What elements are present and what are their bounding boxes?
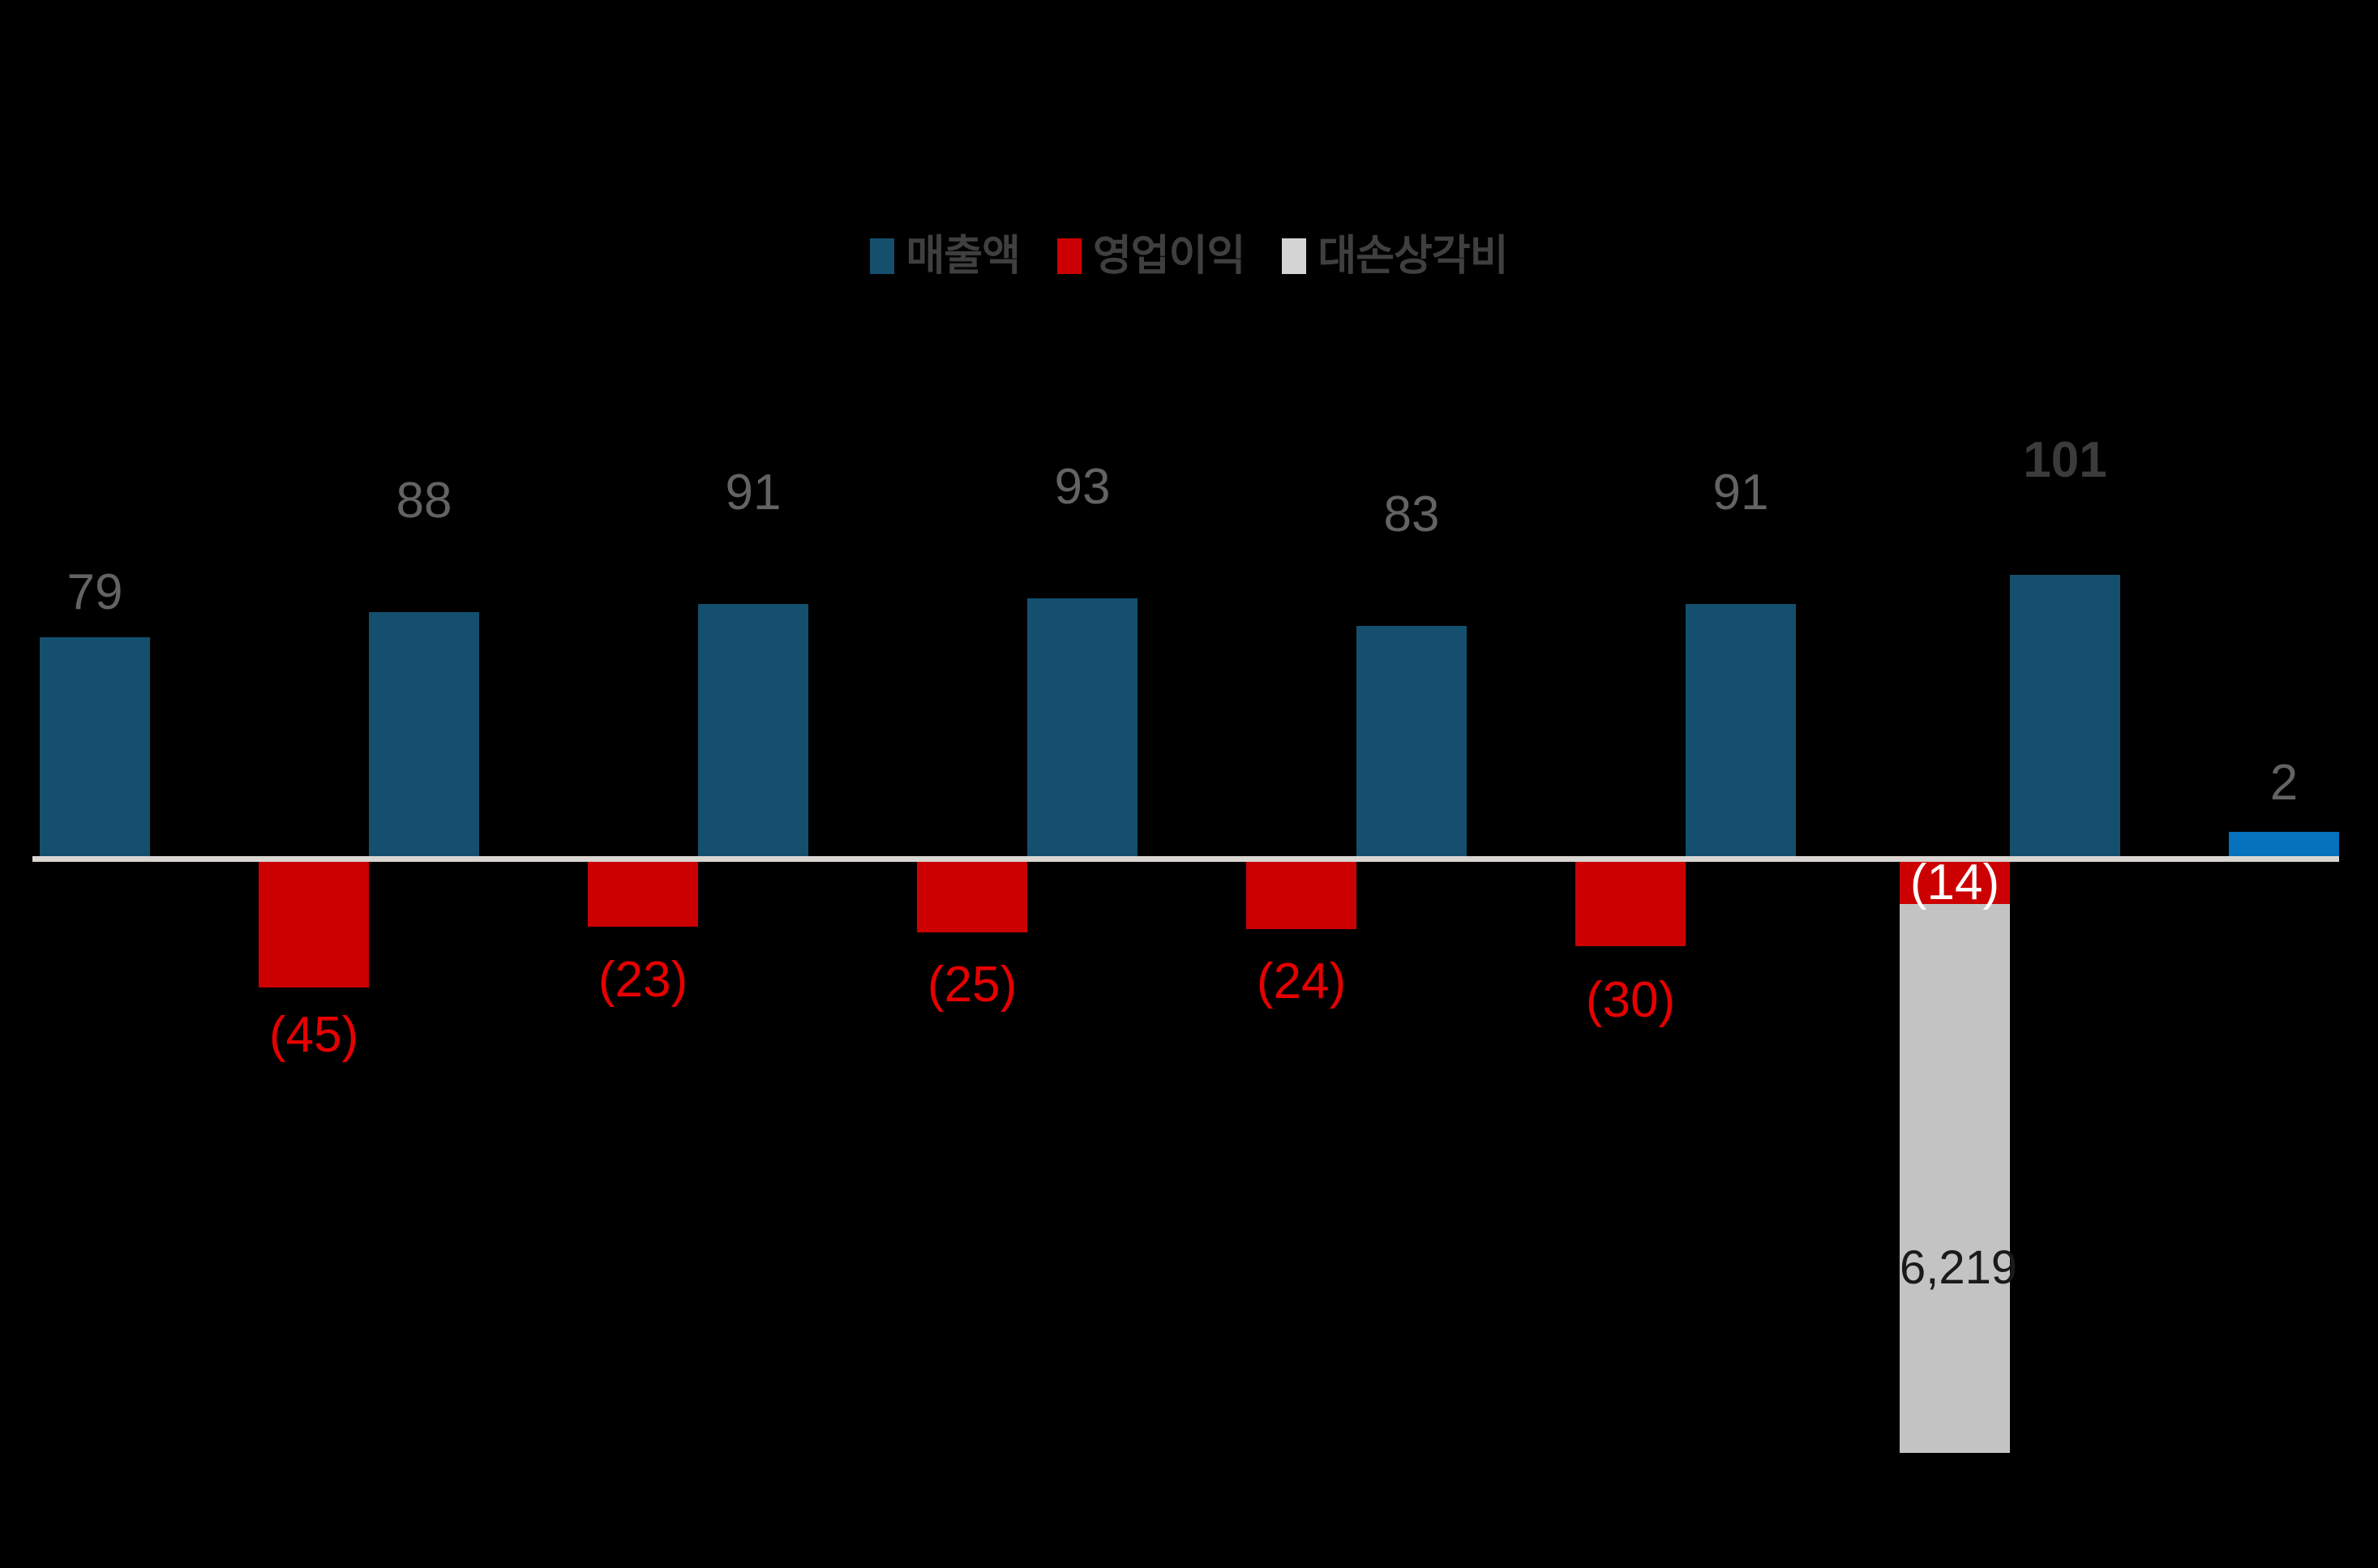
bar-profit-6[interactable] bbox=[1575, 862, 1686, 946]
bar-profit-5[interactable] bbox=[1246, 862, 1356, 929]
bar-label-sales-8: 2 bbox=[2269, 755, 2299, 811]
legend-swatch-gray-icon bbox=[1282, 238, 1307, 274]
legend-label-operating-profit: 영업이익 bbox=[1092, 233, 1245, 280]
bar-label-profit-6: (30) bbox=[1585, 972, 1676, 1028]
bar-sales-7[interactable] bbox=[2010, 575, 2120, 856]
legend-item-bad-debt-expense[interactable]: 대손상각비 bbox=[1282, 233, 1509, 280]
bar-label-sales-1: 79 bbox=[66, 564, 123, 620]
bar-label-profit-3: (23) bbox=[598, 952, 688, 1008]
bar-label-sales-2: 88 bbox=[396, 473, 452, 529]
bar-sales-5[interactable] bbox=[1356, 626, 1467, 856]
bar-label-sales-4: 93 bbox=[1054, 459, 1111, 515]
bar-sales-6[interactable] bbox=[1686, 604, 1796, 856]
legend-swatch-blue-icon bbox=[870, 238, 895, 274]
legend-label-bad-debt-expense: 대손상각비 bbox=[1318, 233, 1508, 280]
bar-label-bad-debt-7: 6,219 bbox=[1900, 1241, 2018, 1294]
legend-item-sales[interactable]: 매출액 bbox=[870, 233, 1021, 280]
bar-label-sales-5: 83 bbox=[1383, 486, 1440, 542]
legend-label-sales: 매출액 bbox=[906, 233, 1021, 280]
bar-bad-debt-7[interactable] bbox=[1900, 902, 2010, 1453]
bar-label-profit-2: (45) bbox=[268, 1007, 359, 1063]
bar-label-sales-6: 91 bbox=[1712, 465, 1769, 521]
bar-profit-3[interactable] bbox=[588, 862, 698, 927]
bar-label-profit-4: (25) bbox=[927, 957, 1018, 1013]
chart-legend: 매출액 영업이익 대손상각비 bbox=[0, 235, 2378, 277]
bar-sales-3[interactable] bbox=[698, 604, 808, 856]
bar-sales-1[interactable] bbox=[40, 637, 150, 856]
bar-label-sales-3: 91 bbox=[725, 465, 782, 521]
bar-label-profit-5: (24) bbox=[1256, 953, 1347, 1009]
bar-profit-4[interactable] bbox=[917, 862, 1027, 932]
bar-profit-7[interactable] bbox=[1900, 862, 2010, 904]
bar-label-profit-7: (14) bbox=[1909, 855, 2000, 910]
bar-sales-8[interactable] bbox=[2229, 832, 2339, 856]
bar-sales-2[interactable] bbox=[369, 612, 479, 856]
legend-swatch-red-icon bbox=[1056, 238, 1082, 274]
bar-sales-4[interactable] bbox=[1027, 598, 1138, 856]
bar-profit-2[interactable] bbox=[259, 862, 369, 987]
zero-axis-line bbox=[32, 856, 2339, 862]
bar-label-sales-7: 101 bbox=[2023, 432, 2107, 488]
legend-item-operating-profit[interactable]: 영업이익 bbox=[1056, 233, 1245, 280]
